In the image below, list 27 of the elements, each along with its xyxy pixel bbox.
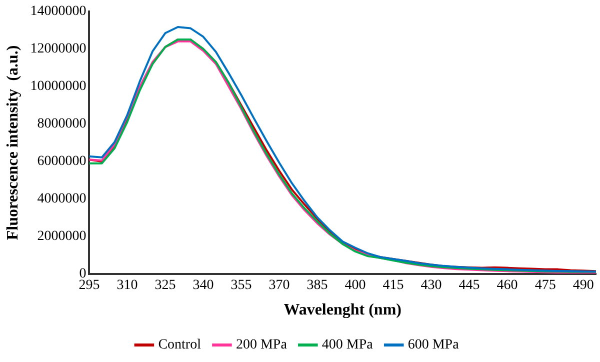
x-tick-label: 400 bbox=[344, 278, 366, 294]
x-tick-label: 415 bbox=[382, 278, 404, 294]
x-tick-label: 340 bbox=[192, 278, 214, 294]
x-tick-label: 295 bbox=[78, 278, 100, 294]
y-tick-label: 2000000 bbox=[37, 229, 86, 244]
y-tick-label: 8000000 bbox=[37, 116, 86, 132]
legend-label: Control bbox=[158, 338, 202, 353]
x-tick-label: 460 bbox=[496, 278, 518, 294]
y-tick-label: 6000000 bbox=[37, 154, 86, 170]
x-tick-label: 370 bbox=[268, 278, 290, 294]
x-tick-label: 310 bbox=[116, 278, 138, 294]
x-tick-label: 355 bbox=[230, 278, 252, 294]
x-tick-label: 490 bbox=[572, 278, 594, 294]
x-tick-label: 325 bbox=[154, 278, 176, 294]
x-tick-label: 385 bbox=[306, 278, 328, 294]
legend-label: 400 MPa bbox=[322, 338, 374, 353]
y-tick-label: 4000000 bbox=[37, 192, 86, 207]
y-tick-label: 10000000 bbox=[30, 79, 86, 94]
x-axis-title: Wavelenght (nm) bbox=[284, 302, 402, 319]
x-tick-label: 475 bbox=[534, 278, 556, 294]
y-axis-title: Fluorescence intensity (a.u.) bbox=[4, 45, 22, 240]
y-tick-label: 14000000 bbox=[30, 4, 86, 20]
legend-label: 600 MPa bbox=[408, 338, 460, 353]
legend-label: 200 MPa bbox=[236, 338, 288, 353]
y-tick-label: 12000000 bbox=[30, 42, 86, 57]
x-tick-label: 445 bbox=[458, 278, 480, 294]
x-tick-label: 430 bbox=[420, 278, 442, 294]
